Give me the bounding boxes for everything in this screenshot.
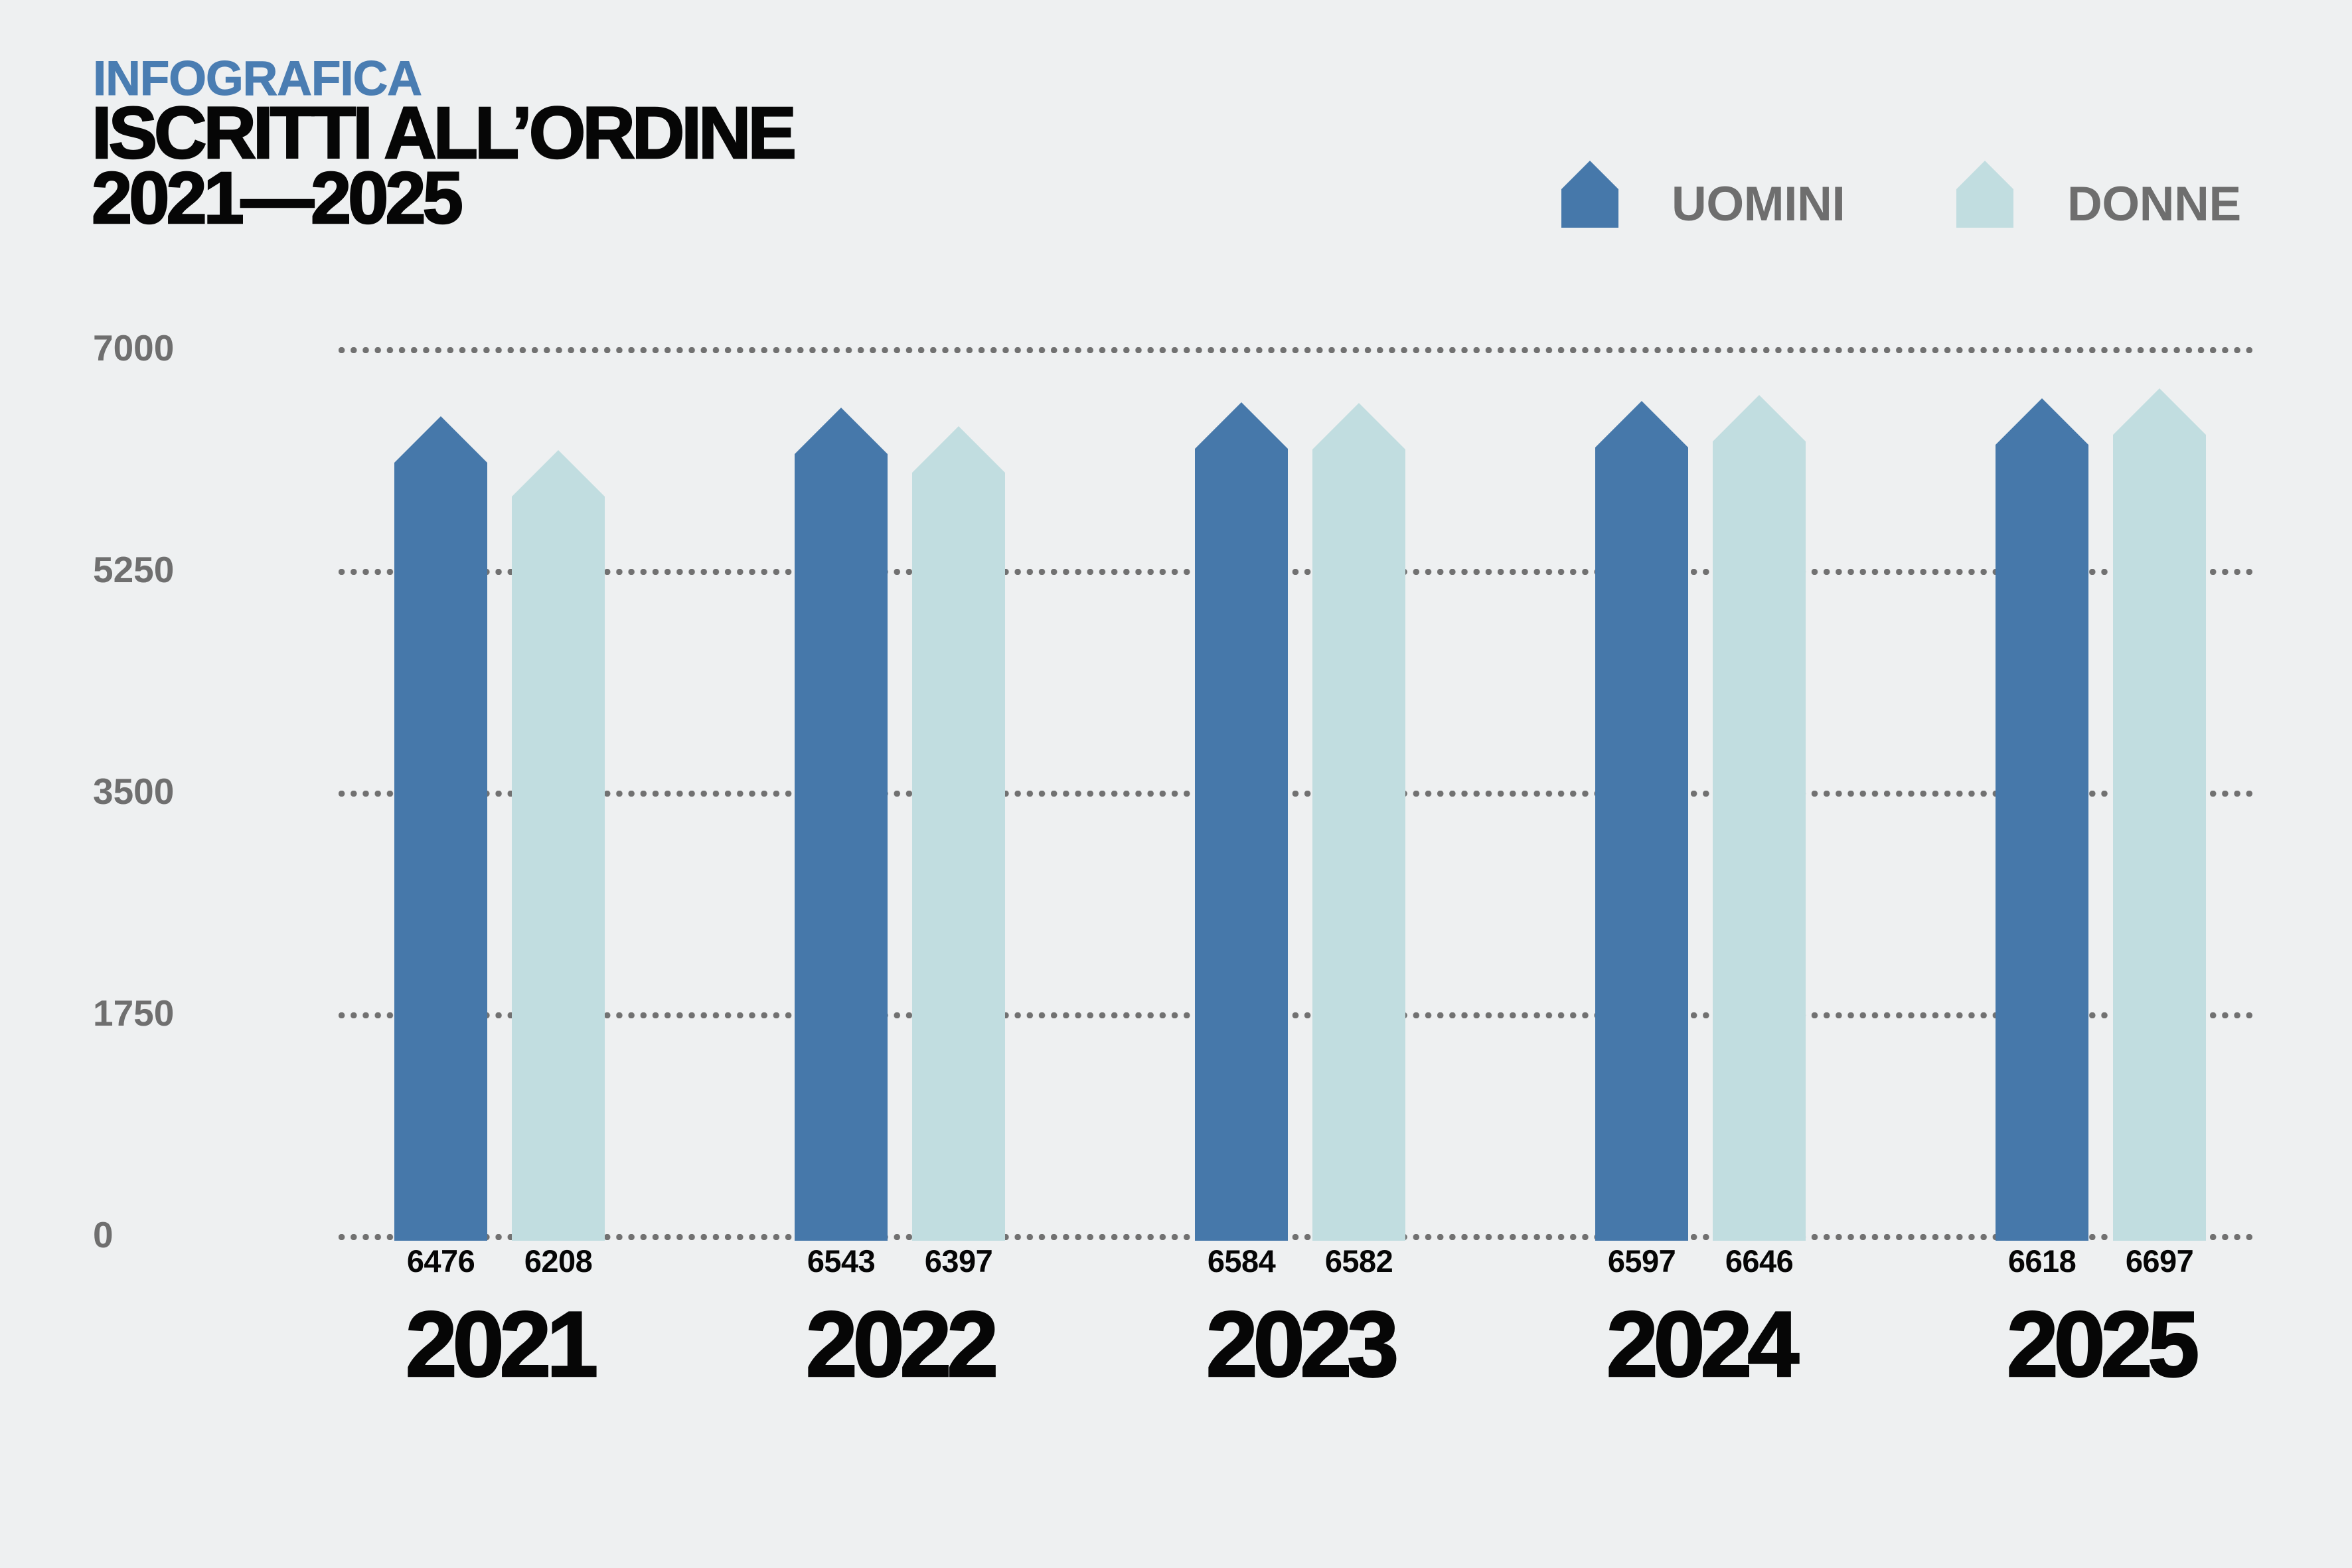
value-label-donne-2021: 6208 bbox=[524, 1243, 593, 1279]
donne-legend-swatch-icon bbox=[1956, 161, 2013, 228]
x-category-label-2025: 2025 bbox=[2006, 1292, 2201, 1396]
x-category-label-2023: 2023 bbox=[1206, 1292, 1400, 1396]
y-tick-label-5250: 5250 bbox=[93, 549, 175, 590]
x-category-label-2024: 2024 bbox=[1606, 1292, 1800, 1396]
bar-uomini-2023 bbox=[1195, 402, 1288, 1241]
x-category-label-2021: 2021 bbox=[405, 1292, 599, 1396]
value-label-donne-2024: 6646 bbox=[1725, 1243, 1794, 1279]
kicker: INFOGRAFICA bbox=[93, 52, 423, 106]
gridline-1750 bbox=[339, 1012, 2257, 1018]
page-title-line-1: ISCRITTI ALL’ORDINE bbox=[91, 92, 797, 174]
x-category-label-2022: 2022 bbox=[805, 1292, 1000, 1396]
y-tick-label-3500: 3500 bbox=[93, 771, 175, 812]
gridline-5250 bbox=[339, 568, 2257, 575]
value-label-uomini-2021: 6476 bbox=[406, 1243, 475, 1279]
value-label-donne-2023: 6582 bbox=[1324, 1243, 1393, 1279]
bar-uomini-2021 bbox=[394, 416, 487, 1241]
bar-donne-2024 bbox=[1713, 395, 1806, 1241]
y-tick-label-1750: 1750 bbox=[93, 992, 175, 1034]
y-tick-label-0: 0 bbox=[93, 1214, 114, 1255]
value-label-donne-2025: 6697 bbox=[2125, 1243, 2194, 1279]
page-title-line-2: 2021—2025 bbox=[91, 157, 464, 239]
bar-uomini-2022 bbox=[795, 408, 888, 1241]
uomini-legend-label: UOMINI bbox=[1672, 177, 1845, 231]
bar-donne-2023 bbox=[1312, 403, 1405, 1241]
value-label-uomini-2025: 6618 bbox=[2007, 1243, 2077, 1279]
bar-donne-2025 bbox=[2113, 388, 2206, 1241]
bar-donne-2021 bbox=[512, 450, 605, 1241]
uomini-legend-swatch-icon bbox=[1561, 161, 1618, 228]
bar-uomini-2025 bbox=[1996, 398, 2088, 1241]
y-tick-label-7000: 7000 bbox=[93, 327, 175, 368]
value-label-uomini-2022: 6543 bbox=[807, 1243, 876, 1279]
gridline-0 bbox=[339, 1233, 2257, 1240]
bar-donne-2022 bbox=[912, 426, 1005, 1241]
value-label-uomini-2024: 6597 bbox=[1607, 1243, 1676, 1279]
donne-legend-label: DONNE bbox=[2067, 177, 2241, 231]
bar-uomini-2024 bbox=[1595, 401, 1688, 1241]
gridline-3500 bbox=[339, 790, 2257, 797]
value-label-donne-2022: 6397 bbox=[924, 1243, 993, 1279]
value-label-uomini-2023: 6584 bbox=[1207, 1243, 1276, 1279]
gridline-7000 bbox=[339, 347, 2257, 353]
